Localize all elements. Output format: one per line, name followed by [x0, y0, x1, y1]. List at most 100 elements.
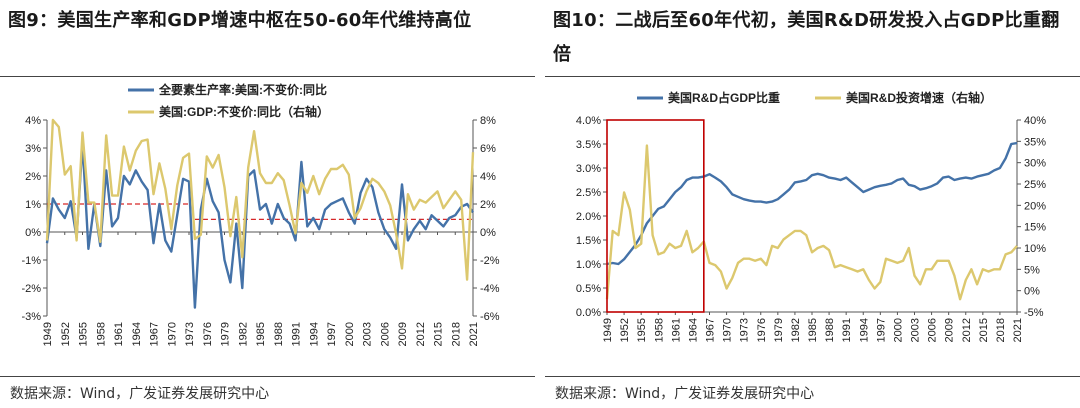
x-tick-label: 1985: [255, 322, 267, 346]
y-left-tick-label: 3.5%: [576, 139, 601, 151]
x-tick-label: 2003: [910, 318, 922, 342]
x-tick-label: 2012: [415, 322, 427, 346]
y-left-tick-label: 3.0%: [576, 163, 601, 175]
x-tick-label: 2000: [892, 318, 904, 342]
series-line: [45, 141, 474, 309]
series-line: [45, 118, 475, 281]
figure-10-chart: 0.0% 0.5% 1.0% 1.5% 2.0% 2.5% 3.0% 3.5% 4.0% -5% 0…: [576, 90, 1046, 342]
x-tick-label: 2006: [927, 318, 939, 342]
legend-label: 美国:GDP:不变价:同比（右轴）: [159, 104, 329, 119]
x-tick-label: 2021: [1012, 318, 1024, 342]
top-rule: [0, 76, 535, 77]
figure-9-chart: -3% -2% -1% 0% 1% 2% 3% 4% -6% -4% -2% 0% 2% 4% 6% 8% 19…: [21, 82, 500, 346]
y-right-tick-label: -6%: [480, 311, 500, 323]
y-right-tick-label: 8%: [480, 115, 496, 127]
x-tick-label: 1979: [220, 322, 232, 346]
legend-label: 全要素生产率:美国:不变价:同比: [158, 82, 327, 97]
x-tick-label: 1988: [273, 322, 285, 346]
figure-9-title: 图9：美国生产率和GDP增速中枢在50-60年代维持高位: [8, 10, 472, 31]
x-tick-label: 1952: [60, 322, 72, 346]
x-tick-label: 1979: [773, 318, 785, 342]
y-right-tick-label: 10%: [1024, 243, 1046, 255]
y-right-tick-label: 35%: [1024, 136, 1046, 148]
y-right-tick-label: 15%: [1024, 222, 1046, 234]
x-tick-label: 2015: [978, 318, 990, 342]
x-tick-label: 1997: [875, 318, 887, 342]
figure-10-title: 图10：二战后至60年代初，美国R&D研发投入占GDP比重翻倍: [553, 10, 1060, 65]
x-tick-label: 2000: [344, 322, 356, 346]
y-left-tick-label: -2%: [21, 283, 41, 295]
figure-9-source: 数据来源：Wind，广发证券发展研究中心: [10, 386, 270, 402]
y-left-tick-label: 0.5%: [576, 283, 601, 295]
figure-9-panel: 图9：美国生产率和GDP增速中枢在50-60年代维持高位 -3% -2% -1% 0%…: [0, 0, 535, 408]
y-left-tick-label: 2.0%: [576, 211, 601, 223]
x-tick-label: 1952: [619, 318, 631, 342]
y-right-tick-label: 30%: [1024, 158, 1046, 170]
y-left-tick-label: 1%: [25, 199, 41, 211]
x-tick-label: 1991: [291, 322, 303, 346]
series-line: [606, 141, 1018, 266]
y-right-tick-label: 0%: [1024, 286, 1040, 298]
x-tick-label: 2012: [961, 318, 973, 342]
x-tick-label: 1991: [841, 318, 853, 342]
x-tick-label: 1994: [308, 322, 320, 346]
x-tick-label: 1970: [166, 322, 178, 346]
y-right-tick-label: -2%: [480, 255, 500, 267]
y-left-tick-label: -3%: [21, 311, 41, 323]
x-tick-label: 1967: [149, 322, 161, 346]
x-tick-label: 1982: [237, 322, 249, 346]
x-tick-label: 1985: [807, 318, 819, 342]
top-rule: [545, 76, 1080, 77]
y-right-tick-label: 4%: [480, 171, 496, 183]
x-tick-label: 1976: [756, 318, 768, 342]
y-right-tick-label: 0%: [480, 227, 496, 239]
y-left-tick-label: -1%: [21, 255, 41, 267]
y-right-tick-label: 40%: [1024, 115, 1046, 127]
y-right-tick-label: -4%: [480, 283, 500, 295]
x-tick-label: 1964: [687, 318, 699, 342]
y-right-tick-label: 5%: [1024, 264, 1040, 276]
legend-label: 美国R&D占GDP比重: [668, 90, 780, 105]
x-tick-label: 1967: [705, 318, 717, 342]
y-left-tick-label: 1.5%: [576, 235, 601, 247]
y-left-tick-label: 2.5%: [576, 187, 601, 199]
legend-label: 美国R&D投资增速（右轴）: [846, 90, 992, 105]
x-tick-label: 1970: [722, 318, 734, 342]
figure-10-panel: 图10：二战后至60年代初，美国R&D研发投入占GDP比重翻倍 0.0% 0.5%…: [545, 0, 1080, 408]
x-tick-label: 1988: [824, 318, 836, 342]
x-tick-label: 2009: [397, 322, 409, 346]
x-tick-label: 2003: [362, 322, 374, 346]
y-left-tick-label: 2%: [25, 171, 41, 183]
x-tick-label: 1994: [858, 318, 870, 342]
x-tick-label: 2009: [944, 318, 956, 342]
x-tick-label: 1949: [42, 322, 54, 346]
y-left-tick-label: 1.0%: [576, 259, 601, 271]
x-tick-label: 1982: [790, 318, 802, 342]
series-line: [605, 144, 1018, 301]
x-tick-label: 1955: [636, 318, 648, 342]
y-right-tick-label: 20%: [1024, 200, 1046, 212]
x-tick-label: 1964: [131, 322, 143, 346]
x-tick-label: 2006: [379, 322, 391, 346]
y-left-tick-label: 4%: [25, 115, 41, 127]
bottom-rule: [0, 376, 535, 377]
y-right-tick-label: 6%: [480, 143, 496, 155]
x-tick-label: 1961: [670, 318, 682, 342]
y-left-tick-label: 0%: [25, 227, 41, 239]
highlight-box: [606, 119, 705, 313]
y-right-tick-label: -5%: [1024, 307, 1044, 319]
y-left-tick-label: 4.0%: [576, 115, 601, 127]
x-tick-label: 1973: [184, 322, 196, 346]
figure-10-source: 数据来源：Wind，广发证券发展研究中心: [555, 386, 815, 402]
x-tick-label: 2018: [995, 318, 1007, 342]
x-tick-label: 1958: [95, 322, 107, 346]
x-tick-label: 1949: [602, 318, 614, 342]
bottom-rule: [545, 376, 1080, 377]
x-tick-label: 1961: [113, 322, 125, 346]
x-tick-label: 1973: [739, 318, 751, 342]
y-left-tick-label: 0.0%: [576, 307, 601, 319]
x-tick-label: 1958: [653, 318, 665, 342]
x-tick-label: 1997: [326, 322, 338, 346]
x-tick-label: 2021: [468, 322, 480, 346]
x-tick-label: 2015: [433, 322, 445, 346]
